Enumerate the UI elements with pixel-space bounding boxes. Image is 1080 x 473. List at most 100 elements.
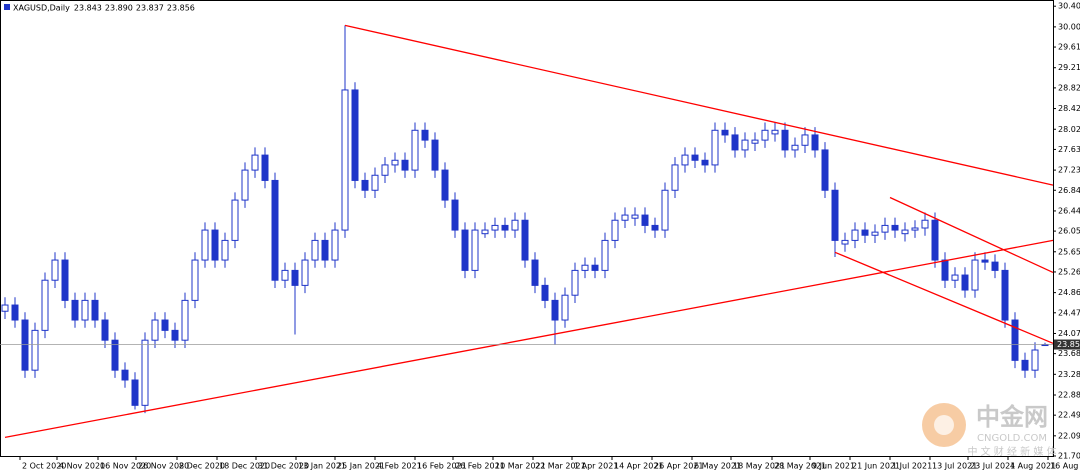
y-tick-label: 25.650 <box>1058 247 1080 256</box>
watermark-brand: 中金网 <box>976 403 1048 431</box>
candle-body <box>431 139 439 171</box>
candle-body <box>501 224 509 231</box>
candle-body <box>371 174 379 191</box>
candle-body <box>61 259 69 301</box>
candle-body <box>991 261 999 271</box>
x-tick-label: 10 Mar 2021 <box>495 462 546 471</box>
x-tick-label: 6 May 2021 <box>694 462 741 471</box>
x-tick-label: 23 Jul 2021 <box>970 462 1015 471</box>
header-icon <box>4 4 10 10</box>
candle-body <box>1011 319 1019 361</box>
candle-body <box>441 169 449 201</box>
header-value: 23.890 <box>105 4 133 13</box>
candle-body <box>511 219 519 231</box>
candle-body <box>481 229 489 235</box>
candle-body <box>841 239 849 245</box>
candle-body <box>201 229 209 261</box>
x-tick-label: 8 Dec 2020 <box>179 462 225 471</box>
candle-body <box>491 224 499 231</box>
candle-body <box>1031 349 1039 371</box>
x-tick-label: 14 Apr 2021 <box>614 462 663 471</box>
x-tick-label: 18 Dec 2020 <box>219 462 270 471</box>
candle-body <box>861 229 869 236</box>
x-tick-label: 9 Jun 2021 <box>812 462 855 471</box>
candle-body <box>391 159 399 166</box>
x-tick-label: 13 Jan 2021 <box>298 462 346 471</box>
candle-body <box>171 329 179 341</box>
candle-body <box>621 214 629 221</box>
candle-body <box>851 229 859 241</box>
candle-body <box>141 339 149 406</box>
candle-body <box>191 259 199 301</box>
candle-body <box>71 299 79 321</box>
candle-body <box>881 224 889 233</box>
candle-body <box>321 239 329 261</box>
x-tick-label: 4 Nov 2020 <box>59 462 105 471</box>
candle-body <box>151 319 159 341</box>
header-value: 23.837 <box>136 4 164 13</box>
candle-body <box>931 219 939 261</box>
y-tick-label: 28.020 <box>1058 125 1080 134</box>
candle-body <box>671 164 679 191</box>
candle-body <box>161 319 169 331</box>
candle-body <box>571 269 579 296</box>
candle-body <box>331 229 339 261</box>
candle-body <box>601 239 609 271</box>
y-tick-label: 23.280 <box>1058 370 1080 379</box>
y-tick-label: 28.820 <box>1058 83 1080 92</box>
y-tick-label: 29.210 <box>1058 63 1080 72</box>
x-tick-label: 26 Nov 2020 <box>138 462 189 471</box>
candle-body <box>561 294 569 321</box>
candle-body <box>281 269 289 281</box>
candle-body <box>821 149 829 191</box>
y-tick-label: 28.420 <box>1058 104 1080 113</box>
y-tick-label: 26.840 <box>1058 186 1080 195</box>
x-tick-label: 13 Jul 2021 <box>932 462 977 471</box>
candle-body <box>461 229 469 271</box>
x-tick-label: 4 Aug 2021 <box>1010 462 1056 471</box>
candle-body <box>641 214 649 226</box>
candle-body <box>651 224 659 231</box>
x-tick-label: 31 Dec 2020 <box>258 462 309 471</box>
candle-body <box>51 259 59 281</box>
trend-line <box>344 24 1054 186</box>
candle-body <box>251 154 259 171</box>
y-tick-label: 30.000 <box>1058 22 1080 31</box>
x-tick-label: 28 May 2021 <box>774 462 826 471</box>
candle-body <box>111 339 119 371</box>
x-tick-label: 22 Mar 2021 <box>535 462 586 471</box>
candle-body <box>41 279 49 331</box>
y-tick-label: 30.400 <box>1058 2 1080 11</box>
candle-body <box>791 144 799 151</box>
candle-body <box>11 304 19 321</box>
trend-line <box>834 251 1054 344</box>
candle-body <box>521 219 529 261</box>
candle-body <box>801 134 809 146</box>
candle-body <box>311 239 319 261</box>
candle-body <box>91 299 99 321</box>
candle-body <box>101 319 109 341</box>
candle-body <box>751 139 759 144</box>
x-tick-label: 16 Aug 2021 <box>1050 462 1080 471</box>
candle-body <box>531 259 539 286</box>
watermark-slogan: 中 文 财 经 新 媒 体 <box>967 445 1056 458</box>
x-tick-label: 21 Jun 2021 <box>852 462 900 471</box>
candle-body <box>971 259 979 291</box>
candle-body <box>721 129 729 136</box>
y-tick-label: 27.230 <box>1058 166 1080 175</box>
candle-body <box>711 129 719 166</box>
candle-body <box>451 199 459 231</box>
candle-body <box>891 224 899 231</box>
candle-body <box>581 264 589 271</box>
candle-body <box>301 259 309 286</box>
candle-body <box>661 189 669 231</box>
y-tick-label: 29.610 <box>1058 43 1080 52</box>
y-tick-label: 23.680 <box>1058 349 1080 358</box>
candle-body <box>781 129 789 151</box>
x-tick-label: 1 Apr 2021 <box>574 462 618 471</box>
watermark-logo-core <box>934 415 954 435</box>
candle-body <box>401 159 409 171</box>
candle-body <box>221 239 229 261</box>
